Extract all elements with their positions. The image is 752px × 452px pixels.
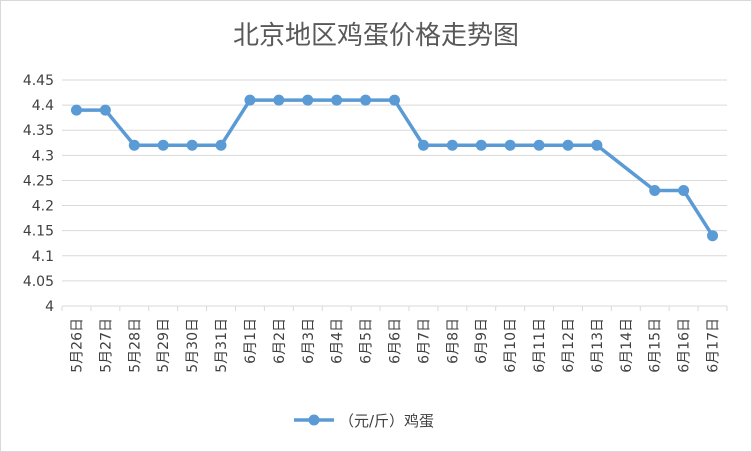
y-tick-label: 4.25 <box>23 173 54 189</box>
y-tick-label: 4.35 <box>23 123 54 139</box>
legend: （元/斤）鸡蛋 <box>294 412 434 430</box>
x-tick-label: 5月26日 <box>69 318 85 373</box>
x-tick-label: 6月13日 <box>590 318 606 373</box>
data-point <box>302 94 314 106</box>
data-point <box>128 139 140 151</box>
data-point <box>446 139 458 151</box>
data-point <box>649 184 661 196</box>
x-tick-label: 6月6日 <box>388 318 404 364</box>
data-point <box>70 104 82 116</box>
gridlines <box>62 79 727 307</box>
series-line <box>74 98 715 238</box>
x-tick-label: 6月15日 <box>648 318 664 373</box>
data-point <box>331 94 343 106</box>
x-tick-label: 5月27日 <box>98 318 114 373</box>
x-tick-label: 6月4日 <box>330 318 346 364</box>
x-axis: 5月26日 5月27日 5月28日 5月29日 5月30日 5月31日 6月1日 6月2日 6月… <box>61 306 728 373</box>
data-point <box>244 94 256 106</box>
x-tick-label: 6月7日 <box>416 318 432 364</box>
data-point <box>157 139 169 151</box>
y-tick-label: 4.1 <box>32 249 54 265</box>
legend-label: （元/斤）鸡蛋 <box>339 412 434 430</box>
data-point <box>678 184 690 196</box>
data-point <box>417 139 429 151</box>
x-tick-label: 5月28日 <box>127 318 143 373</box>
x-tick-label: 5月31日 <box>214 318 230 373</box>
x-tick-label: 6月14日 <box>619 318 635 373</box>
y-tick-label: 4.3 <box>32 148 54 164</box>
x-tick-label: 6月5日 <box>359 318 375 364</box>
x-tick-label: 6月10日 <box>503 318 519 373</box>
y-tick-label: 4.45 <box>23 73 54 89</box>
data-point <box>360 94 372 106</box>
y-tick-label: 4.2 <box>32 199 54 215</box>
x-tick-label: 6月3日 <box>301 318 317 364</box>
data-point <box>273 94 285 106</box>
y-tick-label: 4.15 <box>23 224 54 240</box>
y-tick-label: 4.05 <box>23 274 54 290</box>
x-tick-label: 6月17日 <box>706 318 722 373</box>
data-point <box>215 139 227 151</box>
y-axis-ticks: 4 4.05 4.1 4.15 4.2 4.25 4.3 4.35 4.4 4.45 <box>23 73 54 315</box>
chart-title: 北京地区鸡蛋价格走势图 <box>233 21 519 51</box>
data-point <box>591 139 603 151</box>
data-point <box>99 104 111 116</box>
data-point <box>186 139 198 151</box>
x-tick-label: 6月9日 <box>474 318 490 364</box>
data-point <box>475 139 487 151</box>
x-tick-label: 6月2日 <box>272 318 288 364</box>
x-tick-label: 6月8日 <box>445 318 461 364</box>
x-tick-label: 6月11日 <box>532 318 548 373</box>
x-tick-label: 6月1日 <box>243 318 259 364</box>
data-point <box>389 94 400 106</box>
series-egg-price <box>70 94 719 242</box>
data-point <box>562 139 574 151</box>
data-point <box>707 230 719 242</box>
data-point <box>504 139 516 151</box>
legend-marker-swatch <box>308 414 320 426</box>
x-tick-label: 6月12日 <box>561 318 577 373</box>
data-point <box>533 139 545 151</box>
y-tick-label: 4.4 <box>32 98 54 114</box>
x-tick-label: 5月30日 <box>185 318 201 373</box>
x-tick-label: 5月29日 <box>156 318 172 373</box>
x-tick-label: 6月16日 <box>677 318 693 373</box>
y-tick-label: 4 <box>45 299 54 315</box>
